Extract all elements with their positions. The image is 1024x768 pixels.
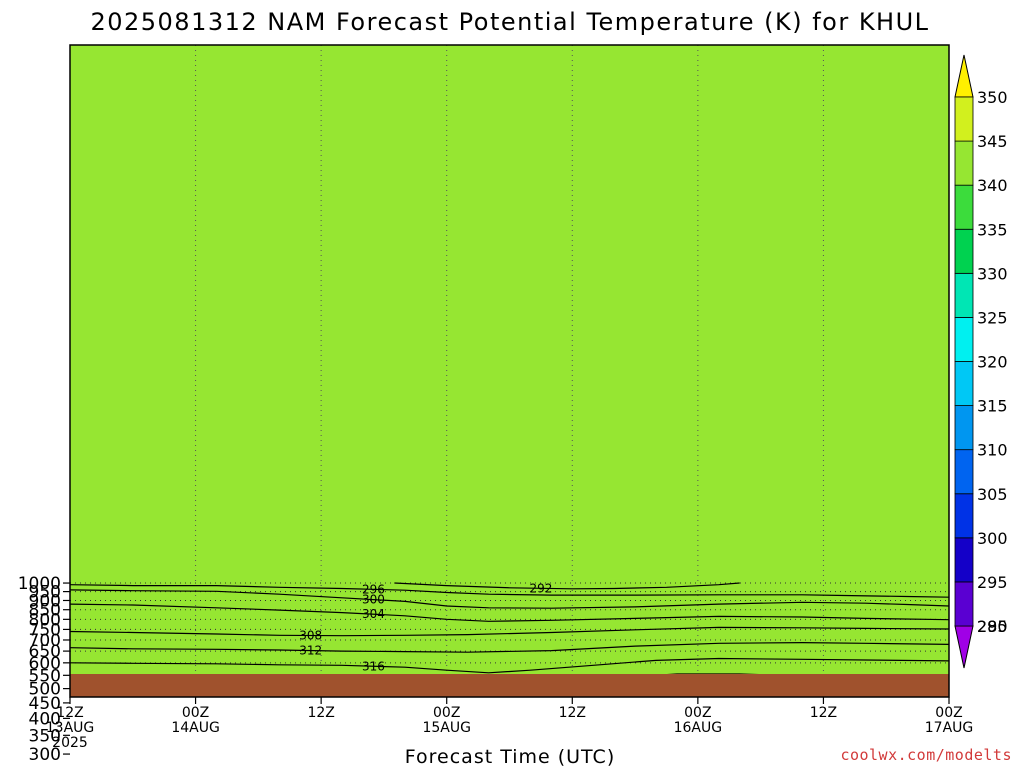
contour-304 [70,603,949,622]
contour-label-304: 304 [362,607,385,621]
colorbar-swatch-325 [954,272,974,318]
y-tick-label-300: 300 [29,745,61,765]
colorbar-label-305: 305 [977,485,1008,504]
y-tick-label-750: 750 [29,620,61,640]
x-tick-label-36-0: 00Z [433,705,460,721]
colorbar-arrow-low [954,625,974,669]
y-tick-label-500: 500 [29,680,61,700]
colorbar-swatch-340 [954,140,974,186]
colorbar-label-330: 330 [977,264,1008,283]
contour-312 [70,641,949,653]
y-tick-label-250: 250 [29,766,61,768]
y-tick-label-350: 350 [29,726,61,746]
colorbar-label-315: 315 [977,397,1008,416]
y-tick-label-800: 800 [29,610,61,630]
contour-292 [394,582,740,590]
x-axis-title: Forecast Time (UTC) [405,746,615,768]
contour-label-296: 296 [362,582,385,596]
y-tick-label-600: 600 [29,654,61,674]
contour-label-308: 308 [299,628,322,642]
contour-296 [70,584,949,598]
colorbar-swatch-345 [954,96,974,142]
band-340 [70,45,949,697]
colorbar-swatch-295 [954,537,974,583]
x-tick-label-36-1: 15AUG [422,720,471,736]
contour-label-316: 316 [362,659,385,673]
y-tick-label-900: 900 [29,591,61,611]
x-tick-label-60-1: 16AUG [674,720,723,736]
contour-label-text-300: 300 [362,593,385,607]
colorbar-label-325: 325 [977,308,1008,327]
x-tick-label-12-0: 00Z [182,705,209,721]
y-tick-label-450: 450 [29,694,61,714]
colorbar-label-300: 300 [977,529,1008,548]
colorbar-label-295: 295 [977,573,1008,592]
x-tick-label-60-0: 00Z [684,705,711,721]
grid [70,45,949,697]
x-tick-label-12-1: 14AUG [171,720,220,736]
x-tick-label-0-0: 12Z [56,705,83,721]
colorbar-swatch-310 [954,405,974,451]
y-tick-label-850: 850 [29,601,61,621]
colorbar-label-350: 350 [977,88,1008,107]
ground-surface [70,674,949,697]
y-tick-label-550: 550 [29,666,61,686]
colorbar-label-320: 320 [977,353,1008,372]
y-tick-label-700: 700 [29,631,61,651]
contour-316 [70,657,949,674]
colorbar-arrow-high [954,54,974,98]
colorbar-swatch-300 [954,493,974,539]
colorbar-swatch-315 [954,361,974,406]
contour-label-text-304: 304 [362,607,385,621]
x-tick-label-84-0: 00Z [935,705,962,721]
contour-label-text-296: 296 [362,582,385,596]
contour-label-text-312: 312 [299,644,322,658]
y-tick-label-650: 650 [29,642,61,662]
colorbar-label-310: 310 [977,441,1008,460]
contour-300 [70,589,949,609]
y-axis: 1000950900850800750700650600550500450400… [18,574,70,768]
colorbar-label-340: 340 [977,176,1008,195]
colorbar-swatch-320 [954,317,974,362]
contour-label-text-292: 292 [529,581,552,595]
colorbar-swatch-330 [954,228,974,274]
contour-label-text-308: 308 [299,628,322,642]
x-tick-label-72-0: 12Z [810,705,837,721]
contour-label-292: 292 [529,581,552,595]
colorbar-swatch-335 [954,184,974,230]
colorbar-label-335: 335 [977,220,1008,239]
y-tick-label-400: 400 [29,709,61,729]
x-tick-label-48-0: 12Z [559,705,586,721]
x-tick-label-84-1: 17AUG [925,720,974,736]
colorbar-swatch-290 [954,581,974,627]
contour-label-312: 312 [299,644,322,658]
x-tick-label-0-2: 2025 [52,735,88,751]
color-bands [70,45,949,697]
chart-title: 2025081312 NAM Forecast Potential Temper… [90,8,929,36]
y-tick-label-950: 950 [29,583,61,603]
contour-label-text-316: 316 [362,659,385,673]
x-tick-label-0-1: 13AUG [46,720,95,736]
colorbar-swatch-305 [954,449,974,495]
contour-label-300: 300 [362,593,385,607]
y-tick-label-1000: 1000 [18,574,61,594]
colorbar-label-290: 290 [977,617,1008,636]
contour-308 [70,626,949,637]
x-tick-label-24-0: 12Z [307,705,334,721]
colorbar-label-345: 345 [977,132,1008,151]
credit-text: coolwx.com/modelts [840,746,1012,764]
plot-frame [69,44,950,698]
colorbar-label-285: 285 [977,617,1008,636]
